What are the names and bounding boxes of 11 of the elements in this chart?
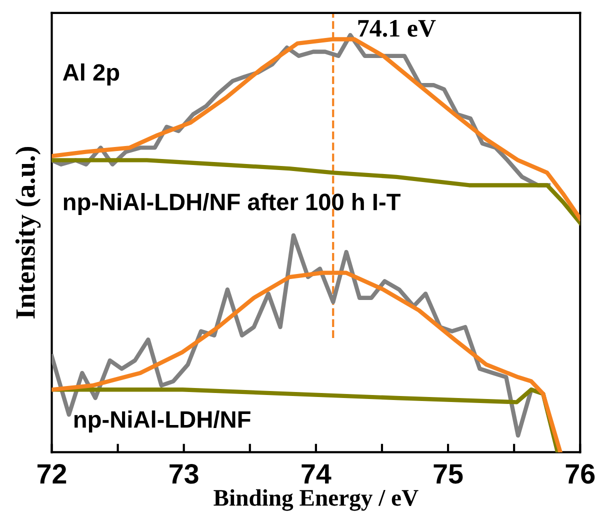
x-tick-label: 76 bbox=[566, 464, 595, 484]
x-axis-title: Binding Energy / eV bbox=[214, 489, 418, 511]
annotation: np-NiAl-LDH/NF bbox=[74, 410, 250, 432]
x-tick-label: 75 bbox=[434, 464, 463, 484]
x-tick-label: 74 bbox=[302, 464, 332, 484]
annotation: Al 2p bbox=[62, 63, 120, 86]
x-tick-label: 73 bbox=[170, 464, 198, 484]
y-axis-title: Intensity (a.u.) bbox=[15, 146, 41, 318]
ref-line-label: 74.1 eV bbox=[358, 20, 436, 37]
x-tick-label: 72 bbox=[38, 464, 66, 484]
annotation: np-NiAl-LDH/NF after 100 h I-T bbox=[64, 193, 401, 216]
